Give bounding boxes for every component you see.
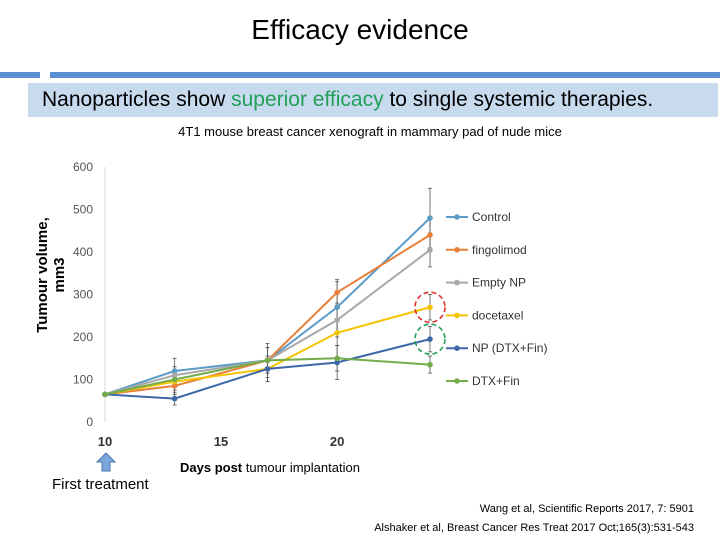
data-point-np-dtx-fin	[171, 395, 178, 402]
y-tick-label: 300	[73, 288, 93, 302]
data-point-fingolimod	[171, 383, 178, 389]
legend-label: Control	[472, 210, 511, 224]
data-point-control	[171, 368, 178, 374]
data-point-dtx-fin	[171, 376, 178, 383]
legend-label: fingolimod	[472, 243, 527, 257]
chart-subtitle: 4T1 mouse breast cancer xenograft in mam…	[178, 124, 562, 139]
highlight-circle	[414, 323, 446, 355]
data-point-control	[334, 304, 340, 311]
data-point-dtx-fin	[264, 357, 271, 364]
x-tick-label: 15	[214, 434, 228, 449]
legend-swatch-marker	[454, 345, 460, 352]
y-tick-label: 0	[86, 415, 93, 429]
legend-swatch-marker	[454, 214, 460, 220]
data-point-fingolimod	[334, 289, 340, 296]
legend-label: NP (DTX+Fin)	[472, 341, 547, 355]
data-point-empty-np	[334, 317, 340, 323]
legend-swatch-marker	[454, 312, 460, 319]
banner-text-before: Nanoparticles show	[42, 88, 232, 111]
data-point-np-dtx-fin	[427, 336, 433, 342]
reference-2: Alshaker et al, Breast Cancer Res Treat …	[374, 522, 694, 534]
data-point-empty-np	[171, 372, 178, 379]
data-point-dtx-fin	[427, 361, 433, 368]
y-tick-label: 400	[73, 245, 93, 259]
x-axis-label: Days post tumour implantation	[180, 460, 360, 475]
data-point-dtx-fin	[334, 355, 340, 362]
legend-swatch-marker	[454, 247, 460, 253]
reference-1: Wang et al, Scientific Reports 2017, 7: …	[479, 503, 694, 515]
x-axis-label-rest: tumour implantation	[242, 460, 360, 475]
y-tick-label: 500	[73, 203, 93, 217]
accent-rule-left	[0, 72, 40, 78]
data-point-fingolimod	[427, 232, 433, 238]
y-tick-label: 200	[73, 330, 93, 344]
data-point-empty-np	[427, 247, 433, 253]
data-point-control	[427, 215, 433, 221]
arrow-up-icon	[96, 452, 116, 472]
data-point-docetaxel	[334, 329, 340, 336]
accent-rule-right	[50, 72, 720, 78]
y-tick-label: 100	[73, 373, 93, 387]
legend-swatch-marker	[454, 279, 460, 286]
data-point-np-dtx-fin	[334, 359, 340, 366]
legend-label: docetaxel	[472, 308, 523, 322]
highlight-circle	[414, 291, 446, 324]
x-axis-label-bold: Days post	[180, 460, 243, 475]
legend-label: Empty NP	[472, 276, 526, 290]
banner-highlight: superior efficacy	[231, 88, 384, 111]
y-tick-label: 600	[73, 160, 93, 174]
first-treatment-label: First treatment	[52, 476, 149, 493]
data-point-np-dtx-fin	[264, 366, 271, 372]
slide-title: Efficacy evidence	[251, 14, 469, 45]
data-point-dtx-fin	[102, 391, 108, 398]
data-point-docetaxel	[427, 304, 433, 311]
legend-swatch-marker	[454, 378, 460, 384]
banner-text-after: to single systemic therapies.	[383, 88, 654, 111]
x-tick-label: 10	[98, 434, 112, 449]
x-tick-label: 20	[330, 434, 344, 449]
headline-banner: Nanoparticles show superior efficacy to …	[28, 83, 718, 117]
y-axis-label: Tumour volume, mm3	[34, 217, 68, 333]
legend-label: DTX+Fin	[472, 374, 520, 388]
